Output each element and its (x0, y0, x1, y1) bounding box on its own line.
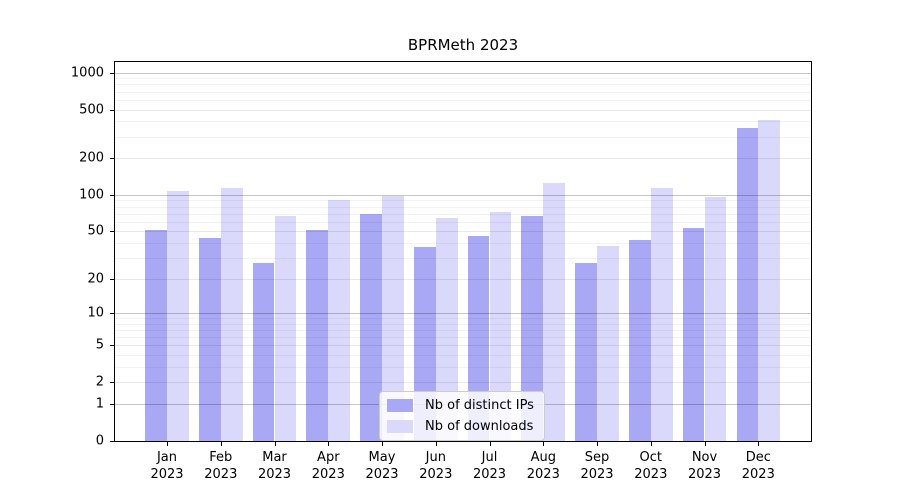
y-tick-mark-1 (110, 404, 114, 405)
y-tick-label-10: 10 (87, 305, 104, 321)
bar-jul-distinct-ips (467, 235, 490, 441)
x-tick-label-oct: Oct 2023 (634, 450, 668, 483)
bar-aug-distinct-ips (521, 216, 544, 441)
y-tick-mark-20 (110, 278, 114, 280)
bar-aug-downloads (543, 183, 566, 441)
minor-gridline-600 (115, 99, 811, 101)
x-tick-label-aug: Aug 2023 (526, 450, 560, 483)
x-tick-mark-oct (650, 442, 652, 446)
minor-gridline-800 (115, 84, 811, 86)
x-tick-label-mar: Mar 2023 (257, 450, 292, 483)
x-tick-mark-jan (167, 442, 168, 446)
x-tick-mark-apr (328, 442, 330, 446)
y-tick-label-20: 20 (87, 271, 104, 287)
bar-oct-distinct-ips (629, 240, 651, 441)
x-tick-mark-jun (435, 442, 437, 446)
bar-jan-distinct-ips (145, 230, 167, 441)
legend: Nb of distinct IPs Nb of downloads (379, 391, 545, 441)
gridline-500 (115, 109, 811, 111)
y-tick-label-100: 100 (79, 187, 104, 203)
x-tick-mark-aug (543, 442, 545, 446)
bar-apr-downloads (328, 199, 351, 441)
bar-dec-downloads (758, 119, 781, 441)
y-tick-mark-50 (110, 231, 114, 233)
legend-label-distinct-ips: Nb of distinct IPs (425, 398, 534, 413)
minor-gridline-400 (115, 121, 811, 123)
gridline-200 (115, 158, 811, 160)
y-tick-mark-200 (110, 158, 114, 160)
chart-title: BPRMeth 2023 (407, 36, 519, 54)
plot-area (114, 61, 812, 442)
x-tick-label-jan: Jan 2023 (150, 450, 184, 483)
bar-mar-distinct-ips (252, 263, 275, 441)
x-tick-label-apr: Apr 2023 (311, 450, 345, 483)
x-tick-label-dec: Dec 2023 (741, 450, 775, 483)
minor-gridline-900 (115, 78, 811, 80)
x-tick-mark-nov (704, 442, 706, 446)
y-tick-label-500: 500 (79, 102, 104, 117)
bar-may-downloads (382, 195, 404, 441)
legend-item-distinct-ips: Nb of distinct IPs (387, 398, 536, 413)
bar-may-distinct-ips (360, 214, 382, 441)
bar-jul-downloads (489, 212, 512, 441)
legend-item-downloads: Nb of downloads (387, 419, 536, 434)
legend-swatch-distinct-ips (387, 399, 413, 412)
bar-nov-distinct-ips (682, 228, 705, 441)
x-tick-label-jul: Jul 2023 (472, 450, 507, 483)
bar-mar-downloads (274, 216, 297, 441)
y-tick-mark-500 (110, 109, 114, 111)
bar-sep-distinct-ips (575, 263, 597, 441)
legend-label-downloads: Nb of downloads (425, 419, 534, 434)
y-tick-label-2: 2 (95, 374, 104, 390)
y-tick-label-0: 0 (95, 433, 104, 449)
y-tick-mark-10 (110, 313, 114, 315)
y-tick-mark-100 (110, 194, 114, 196)
legend-swatch-downloads (387, 420, 413, 433)
y-tick-label-1: 1 (95, 396, 104, 412)
bar-feb-downloads (220, 187, 243, 441)
y-tick-label-200: 200 (79, 150, 104, 166)
x-tick-mark-may (382, 442, 383, 446)
bar-oct-downloads (650, 188, 673, 441)
gridline-1000 (115, 72, 811, 74)
y-tick-mark-5 (110, 345, 114, 347)
x-tick-mark-mar (274, 442, 276, 446)
x-tick-label-nov: Nov 2023 (687, 450, 722, 483)
y-tick-mark-0 (110, 441, 114, 442)
gridline-100 (115, 194, 811, 196)
bar-feb-distinct-ips (199, 238, 221, 441)
bar-nov-downloads (704, 197, 727, 441)
minor-gridline-700 (115, 91, 811, 93)
bar-sep-downloads (597, 245, 619, 441)
bar-jan-downloads (167, 190, 189, 441)
x-tick-mark-jul (489, 442, 491, 446)
x-tick-label-may: May 2023 (365, 450, 399, 483)
bar-dec-distinct-ips (736, 128, 759, 441)
y-tick-mark-2 (110, 382, 114, 384)
y-tick-mark-1000 (110, 72, 114, 74)
x-tick-mark-sep (597, 442, 598, 446)
x-tick-mark-feb (220, 442, 222, 446)
minor-gridline-300 (115, 136, 811, 138)
bar-apr-distinct-ips (306, 230, 329, 441)
bar-jun-downloads (435, 217, 458, 441)
x-tick-mark-dec (758, 442, 760, 446)
x-tick-label-sep: Sep 2023 (580, 450, 614, 483)
x-tick-label-feb: Feb 2023 (204, 450, 238, 483)
x-tick-label-jun: Jun 2023 (419, 450, 453, 483)
y-tick-label-50: 50 (87, 223, 104, 239)
y-tick-label-1000: 1000 (70, 65, 104, 80)
y-tick-label-5: 5 (95, 337, 104, 353)
